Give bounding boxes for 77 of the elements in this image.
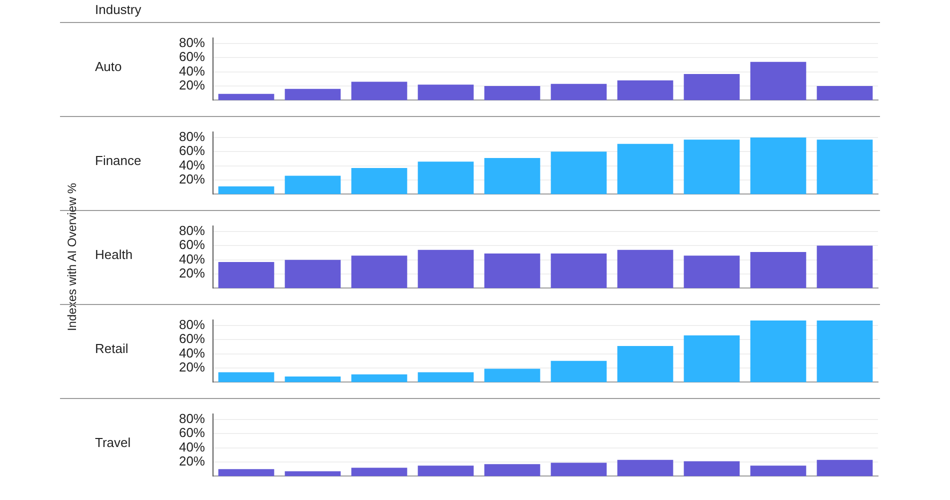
bar [550,360,607,382]
bar [484,368,540,382]
bar [284,88,341,100]
bar [684,335,740,382]
bar [550,462,607,476]
y-tick-label: 40% [178,63,206,78]
bar [816,460,873,476]
bar [418,84,474,100]
text: Finance [95,153,142,168]
bar [750,320,806,382]
y-tick-label: 40% [178,345,206,360]
bar [351,374,408,382]
bar [284,260,341,288]
bar [816,320,873,382]
bar [418,162,474,194]
bar [418,466,474,476]
y-tick-label: 80% [178,223,206,238]
bar [750,137,806,194]
bar [550,253,607,288]
bar [284,176,341,194]
bar [484,253,540,288]
y-tick-label: 60% [178,49,206,64]
bar [816,140,873,194]
bar [816,86,873,100]
bar [284,376,341,382]
bar [617,346,674,382]
bar [218,262,274,288]
bar [617,250,674,288]
y-tick-label: 20% [178,266,206,281]
text: Travel [95,435,131,450]
text: Industry [95,2,142,17]
bar [351,256,408,288]
bar [617,144,674,194]
bar [550,84,607,100]
y-tick-label: 40% [178,439,206,454]
bar [484,158,540,194]
text: Retail [95,341,128,356]
y-tick-label: 60% [178,237,206,252]
bar [418,250,474,288]
y-tick-label: 80% [178,411,206,426]
text: Auto [95,59,122,74]
bar [550,152,607,194]
y-tick-label: 20% [178,172,206,187]
bar [484,86,540,100]
y-tick-label: 60% [178,331,206,346]
bar [684,140,740,194]
bar [750,62,806,100]
bar [750,466,806,476]
y-tick-label: 20% [178,78,206,93]
bar [617,460,674,476]
y-axis-title: Indexes with AI Overview % [65,182,79,332]
bar [351,468,408,476]
bar [684,256,740,288]
bar [218,186,274,194]
bar [351,168,408,194]
y-tick-label: 80% [178,129,206,144]
y-tick-label: 60% [178,425,206,440]
y-tick-label: 40% [178,251,206,266]
y-tick-label: 60% [178,143,206,158]
y-tick-label: 20% [178,454,206,469]
bar [218,372,274,382]
y-tick-label: 80% [178,317,206,332]
y-tick-label: 20% [178,360,206,375]
bar [351,82,408,100]
bar [750,252,806,288]
bar [418,372,474,382]
bar [684,461,740,476]
bar [684,74,740,100]
bar [484,464,540,476]
bar [816,246,873,288]
bar [284,471,341,476]
bar [218,469,274,476]
bar [218,94,274,100]
y-tick-label: 80% [178,35,206,50]
text: Health [95,247,133,262]
bar [617,80,674,100]
y-tick-label: 40% [178,157,206,172]
